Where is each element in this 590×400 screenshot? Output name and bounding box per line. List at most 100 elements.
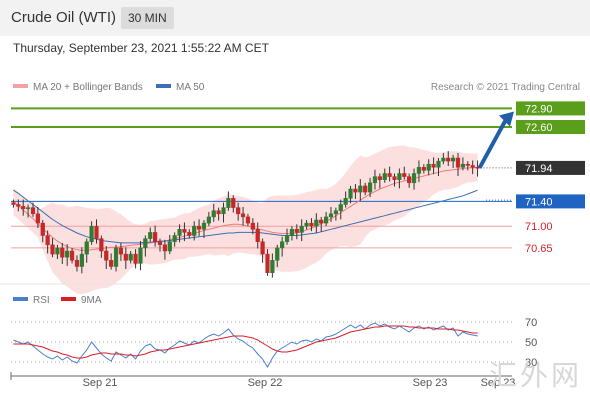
ma50-legend-swatch [156, 84, 171, 88]
candle-body [299, 225, 304, 233]
candle [187, 229, 192, 239]
candle [240, 206, 246, 226]
rsi-ma-legend-swatch [61, 297, 76, 301]
candle-body [470, 165, 475, 168]
candle-body [162, 244, 167, 252]
candle-body [245, 216, 251, 224]
rsi-ma-legend-label: 9MA [81, 295, 102, 306]
candle-body [328, 213, 334, 218]
level-label-72-60: 72.60 [525, 122, 553, 134]
candle-body [436, 160, 441, 168]
candle [55, 244, 60, 260]
candle [265, 249, 270, 276]
candle-body [211, 210, 216, 218]
candle-body [416, 167, 422, 174]
candle-body [426, 163, 431, 171]
candle [236, 202, 241, 221]
candle [304, 220, 309, 230]
candles [11, 151, 480, 278]
candle [431, 157, 436, 175]
candle-body [289, 229, 295, 236]
candle [280, 236, 285, 257]
candle-body [250, 222, 255, 230]
candle [392, 173, 397, 187]
candle [79, 247, 84, 274]
candle [284, 228, 290, 245]
candle-body [21, 206, 26, 210]
candle [421, 164, 426, 174]
bollinger-band-area [13, 145, 478, 295]
x-tick-label: Sep 23 [481, 377, 516, 389]
level-label-71-00: 71.00 [525, 221, 553, 233]
candle-body [45, 235, 50, 246]
level-label-70-65: 70.65 [525, 243, 553, 255]
rsi-legend-swatch [13, 297, 28, 301]
candle [382, 168, 387, 183]
candle [172, 232, 177, 247]
target-arrow [477, 111, 514, 169]
candle [411, 168, 417, 190]
ma20-line [13, 166, 478, 251]
candle-body [11, 202, 16, 205]
candle-body [441, 157, 446, 162]
candle [65, 244, 70, 266]
candle-body [89, 225, 94, 242]
candle-body [387, 173, 392, 177]
candle-body [133, 253, 138, 264]
candle [182, 222, 187, 242]
candle [441, 153, 446, 165]
candle [426, 159, 431, 176]
candle-body [265, 253, 270, 273]
candle-body [221, 207, 226, 215]
candle-body [30, 207, 36, 215]
arrow-head [499, 111, 514, 127]
candle [148, 227, 153, 242]
candle-body [143, 238, 148, 249]
candle-body [353, 188, 358, 193]
candle-body [216, 210, 221, 215]
candle-body [231, 198, 236, 208]
level-label-71-40: 71.40 [525, 196, 553, 208]
candle [60, 242, 65, 265]
candle [128, 251, 133, 264]
candle [324, 211, 329, 227]
candle-body [196, 225, 202, 230]
candle-body [55, 247, 60, 255]
chart-header: Crude Oil (WTI) 30 MIN [0, 0, 590, 36]
research-credit: Research © 2021 Trading Central [431, 82, 580, 93]
candle [416, 160, 422, 183]
candle [89, 221, 94, 245]
candle-body [280, 241, 285, 249]
level-label-72-90: 72.90 [525, 103, 553, 115]
candle-body [294, 229, 299, 233]
candle-body [206, 216, 211, 224]
candle-body [377, 176, 382, 180]
candle [275, 244, 280, 268]
candle-body [382, 173, 387, 180]
level-label-bg-72-90 [516, 101, 585, 116]
candle-body [407, 176, 412, 184]
candle [113, 244, 119, 272]
candle [167, 234, 172, 255]
candle [451, 154, 456, 168]
candle-body [35, 213, 40, 224]
candle [30, 202, 36, 217]
rsi-legend-label: RSI [33, 295, 50, 306]
level-labels: 72.90 72.60 71.94 71.40 71.00 70.65 [516, 101, 585, 255]
candle-body [60, 247, 65, 258]
candle-body [324, 216, 329, 224]
candle-body [182, 229, 187, 233]
candle [99, 235, 104, 258]
candle-body [167, 241, 172, 252]
candle [333, 207, 338, 221]
timeframe-button[interactable]: 30 MIN [121, 7, 174, 29]
bollinger-bands [13, 145, 478, 295]
candle-body [397, 173, 402, 180]
candle-body [69, 250, 75, 261]
candle [270, 253, 275, 278]
arrow-shaft [477, 118, 508, 169]
candle-body [304, 222, 309, 227]
candle-body [153, 232, 158, 242]
candle-body [460, 163, 466, 168]
